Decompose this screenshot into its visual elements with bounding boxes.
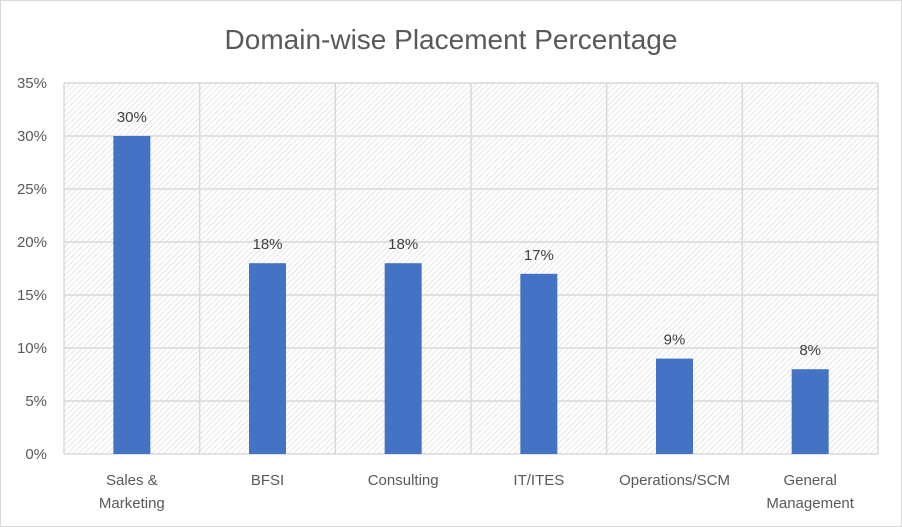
data-label: 8% (799, 342, 821, 359)
y-tick-label: 5% (25, 393, 47, 410)
chart-title: Domain-wise Placement Percentage (225, 24, 678, 55)
y-tick-label: 25% (17, 181, 47, 198)
bar (520, 273, 558, 454)
bar (656, 358, 693, 454)
bar (113, 136, 151, 454)
y-tick-label: 15% (17, 287, 47, 304)
bar (249, 263, 286, 454)
x-tick-label: Sales & (106, 472, 158, 489)
data-label: 9% (664, 332, 686, 349)
x-tick-label: Operations/SCM (619, 472, 730, 489)
y-tick-label: 10% (17, 340, 47, 357)
y-tick-label: 20% (17, 234, 47, 251)
data-label: 18% (388, 236, 418, 253)
bar (791, 369, 829, 454)
bar (384, 263, 422, 454)
data-label: 17% (524, 247, 554, 264)
x-tick-label: General (783, 472, 836, 489)
y-tick-label: 30% (17, 128, 47, 145)
data-label: 30% (117, 109, 147, 126)
y-tick-label: 0% (25, 446, 47, 463)
x-tick-label: Management (766, 495, 854, 512)
x-tick-label: BFSI (251, 472, 284, 489)
x-tick-label: IT/ITES (513, 472, 564, 489)
y-tick-label: 35% (17, 75, 47, 92)
data-label: 18% (252, 236, 282, 253)
x-tick-label: Marketing (99, 495, 165, 512)
x-tick-label: Consulting (368, 472, 439, 489)
